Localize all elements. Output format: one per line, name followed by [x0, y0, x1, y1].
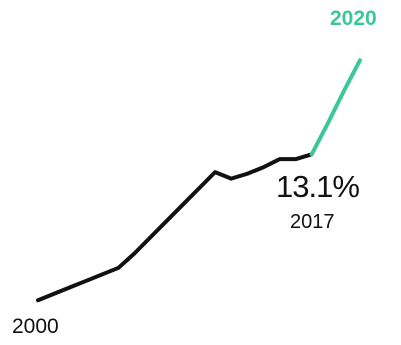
main-series-line [36, 152, 314, 303]
year-annotation: 2017 [290, 211, 335, 233]
start-year-label: 2000 [12, 315, 59, 338]
end-year-label: 2020 [330, 7, 377, 30]
highlight-series-line [309, 58, 362, 157]
value-annotation: 13.1% [276, 169, 359, 204]
